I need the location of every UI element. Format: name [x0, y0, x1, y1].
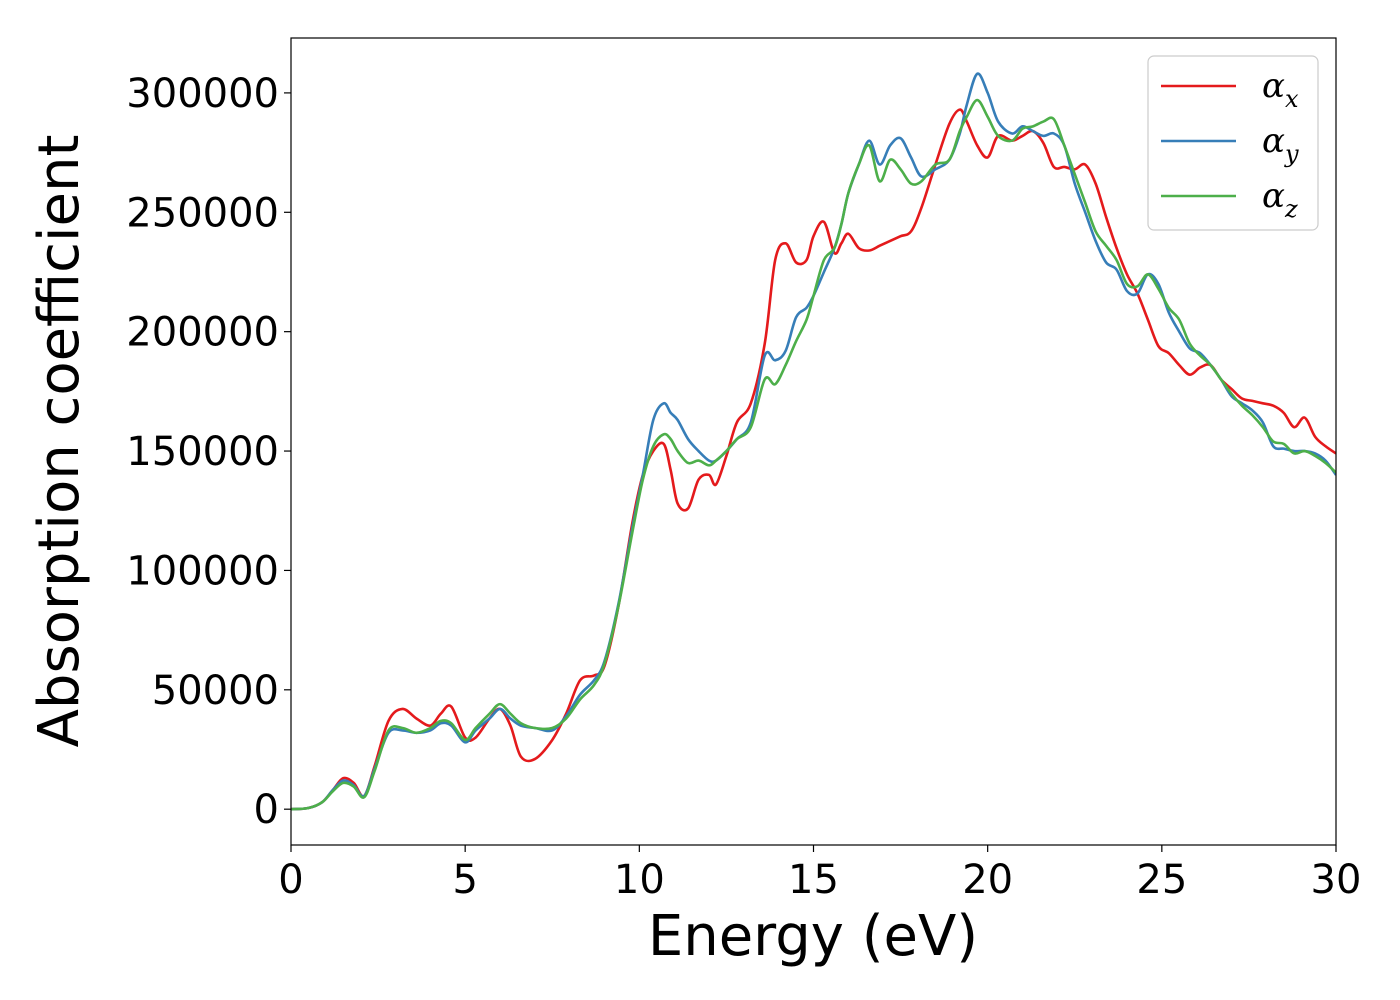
x-tick-label: 10	[614, 857, 665, 903]
y-tick-label: 250000	[126, 190, 279, 236]
y-axis: 0 50000 100000 150000 200000 250000 300000	[126, 71, 291, 833]
y-tick-label: 100000	[126, 548, 279, 594]
x-tick-label: 20	[962, 857, 1013, 903]
x-tick-label: 30	[1311, 857, 1362, 903]
x-axis-label: Energy (eV)	[648, 904, 978, 969]
y-tick-label: 0	[254, 787, 279, 833]
x-tick-label: 5	[452, 857, 477, 903]
legend-box	[1147, 55, 1319, 231]
y-axis-label: Absorption coefficient	[27, 135, 92, 748]
series-line-z	[291, 98, 1336, 811]
x-tick-label: 15	[788, 857, 839, 903]
legend-label-z: αz	[1262, 176, 1298, 223]
x-tick-label: 0	[278, 857, 303, 903]
legend-label-x: αx	[1262, 66, 1299, 113]
x-axis: 0 5 10 15 20 25 30	[278, 845, 1361, 903]
legend: αx αy αz	[1147, 55, 1319, 231]
y-tick-label: 50000	[152, 668, 279, 714]
y-tick-label: 300000	[126, 71, 279, 117]
series-layer	[291, 72, 1336, 811]
x-tick-label: 25	[1136, 857, 1187, 903]
y-tick-label: 200000	[126, 310, 279, 356]
y-tick-label: 150000	[126, 429, 279, 475]
legend-label-y: αy	[1262, 121, 1299, 168]
